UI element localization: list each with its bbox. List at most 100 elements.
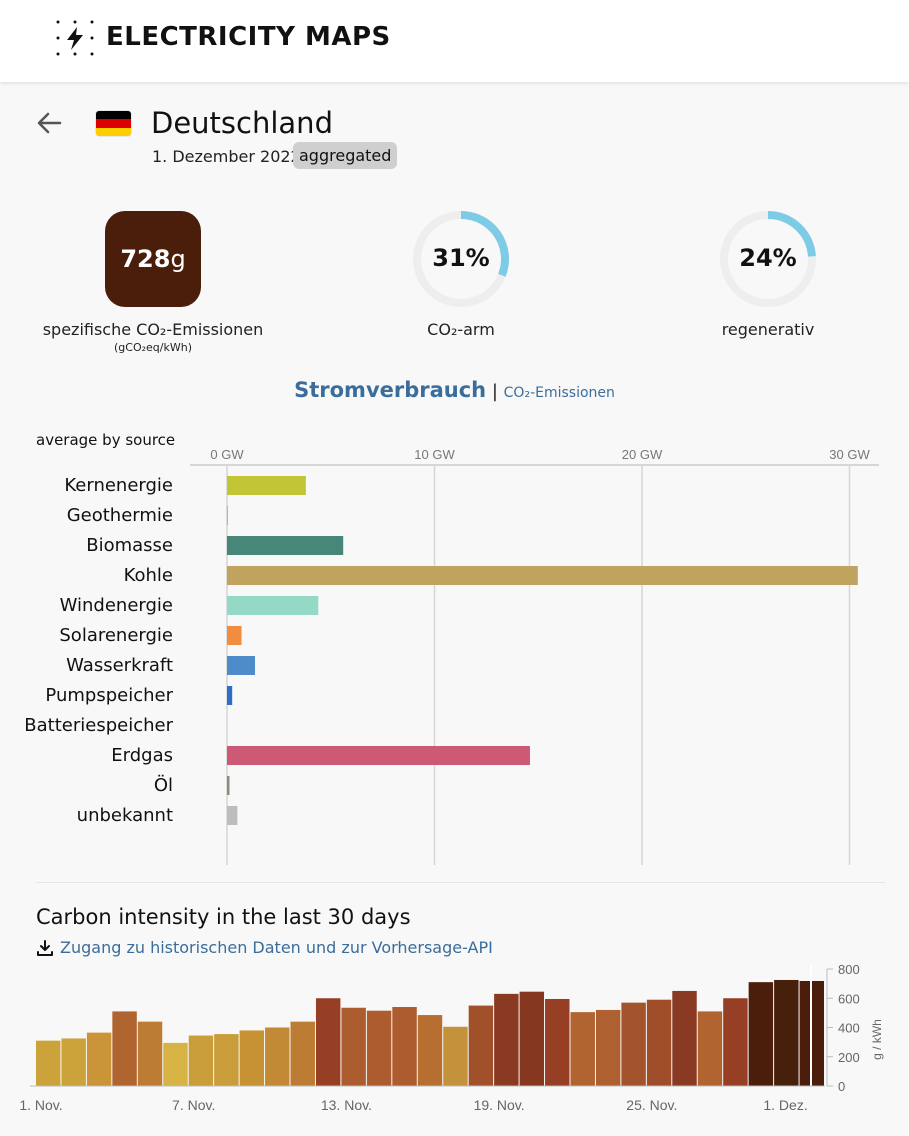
source-bar[interactable] <box>227 476 306 495</box>
source-label: Solarenergie <box>59 625 173 646</box>
y-tick-label: 800 <box>838 962 860 977</box>
history-bar[interactable] <box>417 1015 443 1086</box>
source-label: Batteriespeicher <box>24 715 173 736</box>
country-flag <box>96 111 131 136</box>
history-bar[interactable] <box>137 1021 163 1086</box>
source-bar[interactable] <box>227 596 319 615</box>
low-carbon-gauge-fill <box>413 211 509 307</box>
history-bar[interactable] <box>188 1035 214 1086</box>
source-bar[interactable] <box>227 506 228 525</box>
renewable-gauge <box>720 211 816 307</box>
history-bar[interactable] <box>672 990 697 1086</box>
y-axis-label: g / kWh <box>870 1019 884 1060</box>
top-bar: ELECTRICITY MAPS <box>0 0 909 82</box>
mode-tabs: Stromverbrauch | CO₂-Emissionen <box>0 378 909 402</box>
history-bar[interactable] <box>468 1005 494 1086</box>
source-label: unbekannt <box>77 805 173 826</box>
tab-emissions[interactable]: CO₂-Emissionen <box>503 385 615 401</box>
y-tick-label: 400 <box>838 1021 860 1036</box>
source-label: Wasserkraft <box>66 655 173 676</box>
history-bar[interactable] <box>239 1030 265 1086</box>
history-bar[interactable] <box>545 998 570 1086</box>
history-bar[interactable] <box>290 1021 315 1086</box>
renewable-label: regenerativ <box>721 320 815 339</box>
history-bar[interactable] <box>697 1011 723 1086</box>
x-tick-label: 19. Nov. <box>474 1097 525 1113</box>
carbon-intensity-value: 728 <box>120 245 171 273</box>
production-breakdown-chart: 0 GW 10 GW 20 GW 30 GW Kernenergie Geothermie… <box>24 447 879 865</box>
source-bar[interactable] <box>227 536 344 555</box>
history-bar[interactable] <box>443 1026 468 1086</box>
bolt-dots-icon[interactable] <box>55 20 95 56</box>
aggregated-badge: aggregated <box>293 142 398 169</box>
axis-tick-label: 0 GW <box>210 447 244 462</box>
history-bar[interactable] <box>595 1009 621 1086</box>
renewable-value: 24% <box>739 244 797 272</box>
source-label: Öl <box>154 774 173 796</box>
x-tick-label: 7. Nov. <box>172 1097 215 1113</box>
history-bar[interactable] <box>214 1034 239 1086</box>
source-bar[interactable] <box>227 626 242 645</box>
source-bar[interactable] <box>227 746 530 765</box>
history-bar[interactable] <box>366 1010 392 1086</box>
history-bar[interactable] <box>646 999 672 1086</box>
history-bar[interactable] <box>163 1042 188 1086</box>
y-tick-label: 200 <box>838 1050 860 1065</box>
source-bar[interactable] <box>227 806 238 825</box>
history-bar[interactable] <box>494 993 519 1086</box>
axis-tick-label: 30 GW <box>829 447 870 462</box>
source-label: Biomasse <box>86 535 173 556</box>
source-bar[interactable] <box>227 566 858 585</box>
low-carbon-gauge <box>413 211 509 307</box>
source-label: Erdgas <box>111 745 173 766</box>
history-bar[interactable] <box>748 982 774 1086</box>
tab-separator: | <box>486 381 504 402</box>
low-carbon-value: 31% <box>432 244 490 272</box>
history-bar[interactable] <box>112 1011 137 1086</box>
tab-consumption[interactable]: Stromverbrauch <box>294 378 487 402</box>
section-divider <box>36 882 885 883</box>
zone-name: Deutschland <box>151 106 333 140</box>
renewable-gauge-fill <box>720 211 816 307</box>
axis-tick-label: 10 GW <box>414 447 455 462</box>
history-bar[interactable] <box>86 1032 112 1086</box>
history-bar[interactable] <box>61 1038 86 1086</box>
history-bar[interactable] <box>621 1002 646 1086</box>
carbon-intensity-unit: g <box>170 245 186 273</box>
brand-name[interactable]: ELECTRICITY MAPS <box>106 22 391 52</box>
download-icon <box>37 939 53 956</box>
axis-tick-label: 20 GW <box>622 447 663 462</box>
x-tick-label: 13. Nov. <box>321 1097 372 1113</box>
source-bar[interactable] <box>227 776 230 795</box>
carbon-intensity-history-chart[interactable]: 0 200 400 600 800 g / kWh 1. Nov. 7. Nov. 13. No… <box>0 955 909 1130</box>
history-bar[interactable] <box>723 998 748 1086</box>
source-label: Kernenergie <box>64 475 173 496</box>
history-title: Carbon intensity in the last 30 days <box>36 905 411 929</box>
x-tick-label: 1. Dez. <box>763 1097 807 1113</box>
source-label: Geothermie <box>67 505 173 526</box>
historical-data-link-label[interactable]: Zugang zu historischen Daten und zur Vor… <box>60 938 493 957</box>
y-tick-label: 600 <box>838 991 860 1006</box>
y-tick-label: 0 <box>838 1079 845 1094</box>
low-carbon-label: CO₂-arm <box>427 320 495 339</box>
history-bar[interactable] <box>392 1007 417 1086</box>
x-tick-label: 1. Nov. <box>19 1097 62 1113</box>
historical-data-link[interactable]: Zugang zu historischen Daten und zur Vor… <box>36 938 493 957</box>
carbon-intensity-label: spezifische CO₂-Emissionen <box>42 320 264 339</box>
carbon-intensity-unit-label: (gCO₂eq/kWh) <box>114 341 192 354</box>
history-bar[interactable] <box>265 1027 290 1087</box>
source-label: Pumpspeicher <box>45 685 173 706</box>
history-bar[interactable] <box>315 998 341 1086</box>
source-label: Kohle <box>124 565 173 586</box>
back-arrow-icon[interactable] <box>34 108 64 138</box>
source-bar[interactable] <box>227 656 256 675</box>
history-bar[interactable] <box>36 1040 61 1086</box>
carbon-intensity-box: 728 g <box>105 211 201 307</box>
history-bar[interactable] <box>519 991 545 1086</box>
history-bar[interactable] <box>570 1012 595 1086</box>
source-label: Windenergie <box>60 595 173 616</box>
source-bar[interactable] <box>227 686 233 705</box>
history-bar[interactable] <box>341 1007 366 1086</box>
history-bar[interactable] <box>774 979 799 1086</box>
average-by-source-label: average by source <box>36 431 176 449</box>
